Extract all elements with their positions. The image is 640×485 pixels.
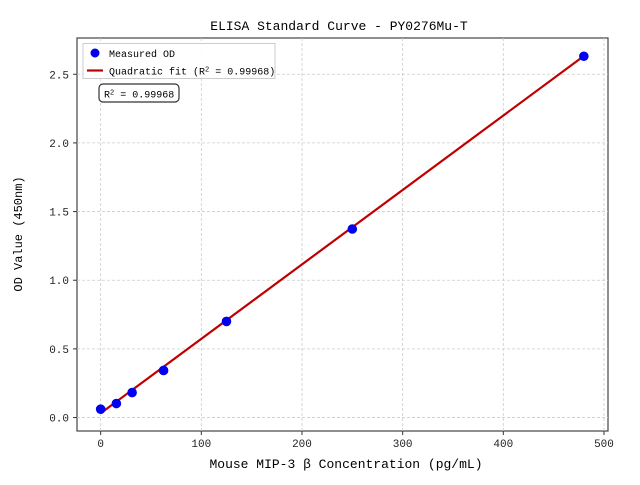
svg-text:200: 200 (292, 439, 312, 451)
svg-text:300: 300 (393, 439, 413, 451)
svg-text:OD Value (450nm): OD Value (450nm) (12, 176, 26, 291)
svg-text:Mouse MIP-3 β Concentration (: Mouse MIP-3 β Concentration (pg/mL) (209, 457, 482, 472)
svg-text:0.0: 0.0 (49, 414, 69, 426)
svg-text:R2 = 0.99968: R2 = 0.99968 (104, 90, 174, 102)
svg-text:0.5: 0.5 (49, 345, 69, 357)
svg-text:1.0: 1.0 (49, 276, 69, 288)
svg-text:Measured OD: Measured OD (109, 49, 175, 61)
svg-text:2.0: 2.0 (49, 139, 69, 151)
svg-text:Quadratic fit (R2 = 0.99968): Quadratic fit (R2 = 0.99968) (109, 67, 275, 79)
svg-text:500: 500 (594, 439, 614, 451)
svg-text:2.5: 2.5 (49, 70, 69, 82)
svg-text:100: 100 (191, 439, 211, 451)
svg-text:ELISA Standard Curve - PY0276M: ELISA Standard Curve - PY0276Mu-T (210, 19, 468, 34)
svg-text:0: 0 (97, 439, 104, 451)
svg-text:1.5: 1.5 (49, 208, 69, 220)
svg-text:400: 400 (493, 439, 513, 451)
